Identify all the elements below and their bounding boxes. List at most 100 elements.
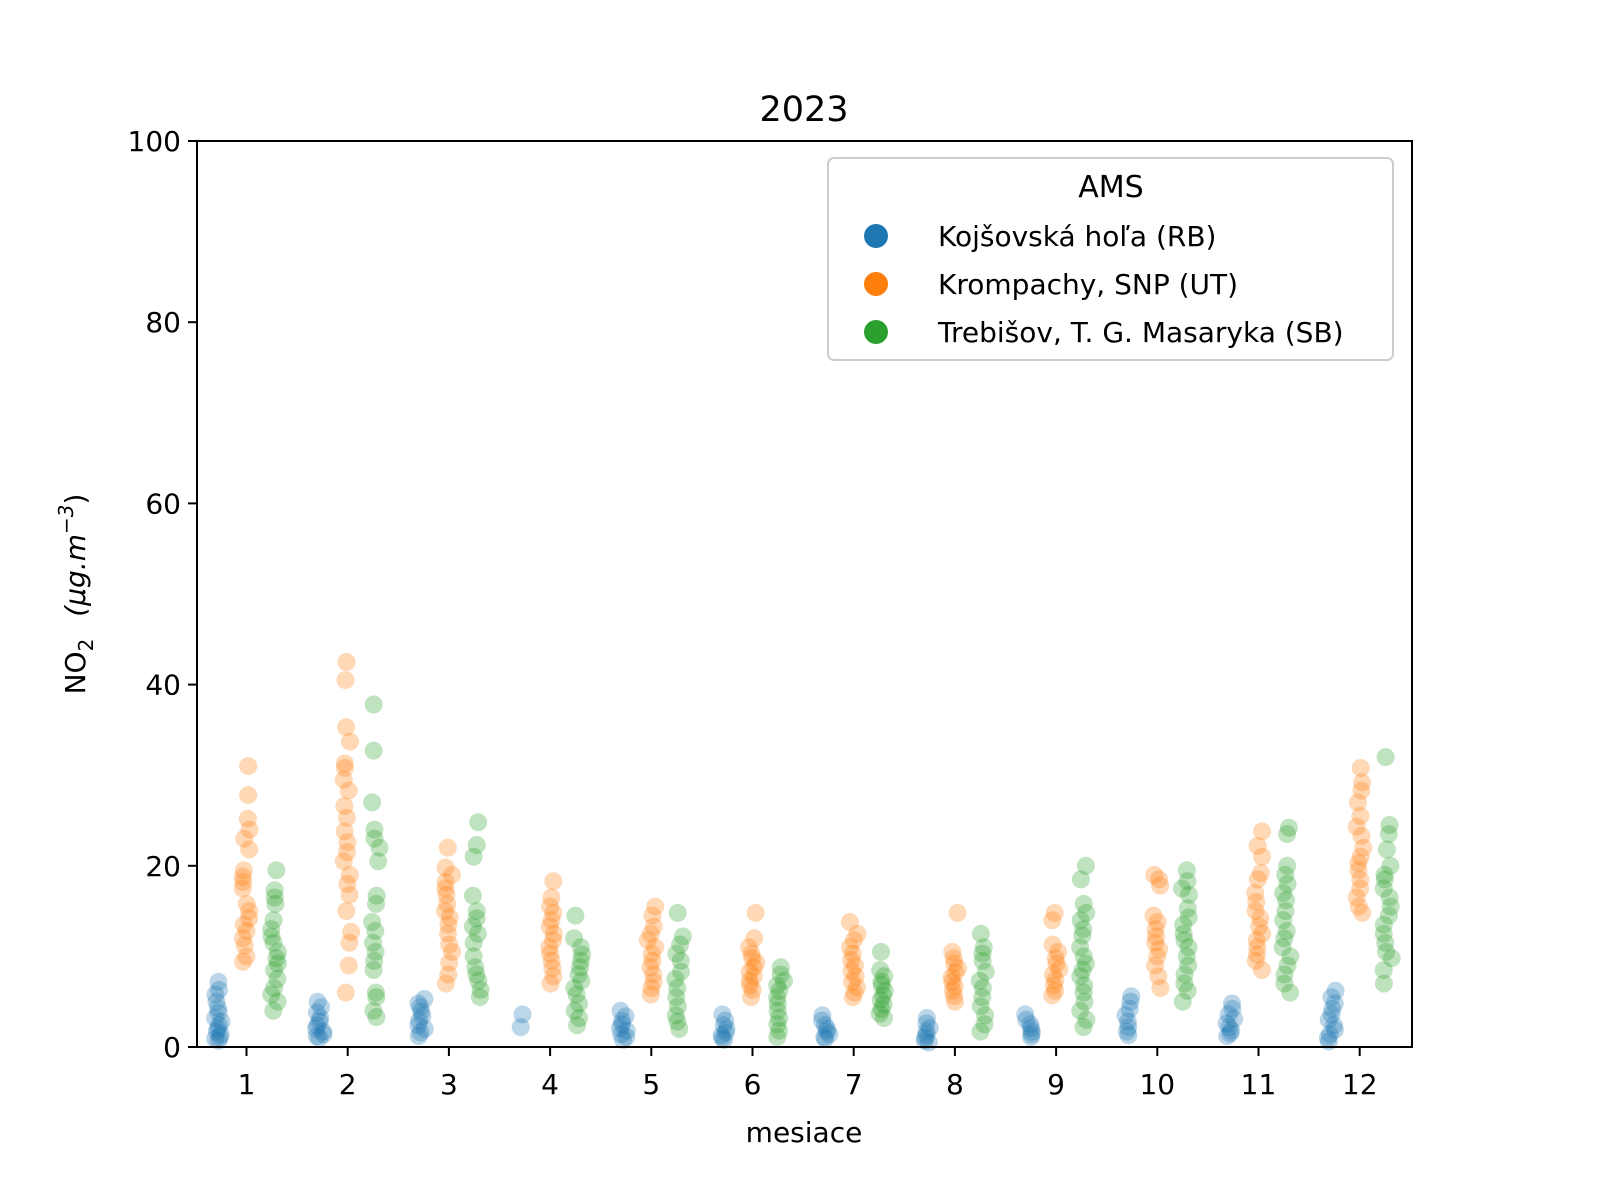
data-point bbox=[262, 927, 281, 946]
data-point bbox=[1278, 874, 1297, 893]
data-point bbox=[338, 833, 357, 852]
data-point bbox=[366, 922, 385, 940]
data-point bbox=[466, 958, 485, 977]
x-tick-label: 4 bbox=[541, 1068, 559, 1101]
data-point bbox=[268, 970, 287, 988]
data-point bbox=[770, 981, 789, 1000]
data-point bbox=[1380, 888, 1399, 907]
data-point bbox=[668, 903, 687, 922]
data-point bbox=[1380, 816, 1399, 834]
data-point bbox=[240, 902, 259, 921]
data-point bbox=[740, 971, 759, 990]
data-point bbox=[209, 1031, 228, 1050]
data-point bbox=[436, 902, 455, 921]
data-point bbox=[467, 909, 486, 928]
data-point bbox=[1146, 956, 1165, 975]
data-point bbox=[712, 1026, 731, 1045]
data-point bbox=[264, 1001, 283, 1020]
data-point bbox=[440, 935, 459, 954]
data-point bbox=[1377, 942, 1396, 961]
data-point bbox=[842, 951, 861, 969]
data-point bbox=[1148, 947, 1167, 966]
data-point bbox=[1253, 847, 1272, 866]
data-point bbox=[843, 988, 862, 1007]
data-point bbox=[846, 956, 864, 975]
data-point bbox=[513, 1005, 532, 1024]
data-point bbox=[1323, 999, 1342, 1018]
data-point bbox=[1351, 847, 1370, 866]
data-point bbox=[464, 933, 483, 952]
data-point bbox=[1145, 865, 1164, 884]
data-point bbox=[1075, 992, 1094, 1011]
data-point bbox=[638, 931, 657, 950]
data-point bbox=[439, 915, 458, 934]
data-point bbox=[1319, 1010, 1338, 1029]
data-point bbox=[570, 994, 588, 1013]
data-point bbox=[337, 902, 356, 921]
data-point bbox=[610, 1019, 629, 1037]
data-point bbox=[948, 903, 967, 922]
data-point bbox=[1121, 992, 1140, 1011]
data-point bbox=[1278, 856, 1297, 875]
data-point bbox=[1178, 899, 1197, 918]
data-point bbox=[713, 1005, 732, 1024]
data-point bbox=[970, 971, 989, 990]
data-point bbox=[915, 1031, 934, 1050]
data-point bbox=[1147, 927, 1166, 946]
data-point bbox=[1381, 897, 1400, 916]
data-point bbox=[1016, 1005, 1035, 1024]
data-point bbox=[240, 909, 259, 928]
y-axis-label: NO2 (μg.m−3) bbox=[54, 494, 98, 695]
data-point bbox=[1077, 1010, 1096, 1029]
data-point bbox=[1173, 992, 1192, 1011]
data-point bbox=[770, 1021, 789, 1040]
data-point bbox=[234, 861, 253, 880]
data-point bbox=[644, 965, 663, 984]
data-point bbox=[716, 1023, 735, 1042]
data-point bbox=[440, 953, 459, 972]
data-point bbox=[268, 954, 287, 973]
data-point bbox=[946, 963, 965, 982]
data-point bbox=[613, 1011, 632, 1030]
data-point bbox=[872, 976, 891, 995]
data-point bbox=[1149, 967, 1168, 986]
data-point bbox=[813, 1006, 832, 1025]
data-point bbox=[566, 906, 585, 925]
data-point bbox=[945, 977, 964, 996]
data-point bbox=[1074, 1018, 1093, 1037]
data-point bbox=[409, 994, 428, 1013]
data-point bbox=[234, 915, 253, 934]
data-point bbox=[367, 988, 386, 1007]
data-point bbox=[1374, 974, 1393, 993]
legend-marker bbox=[864, 320, 888, 344]
data-point bbox=[1374, 915, 1393, 934]
data-point bbox=[571, 958, 590, 977]
data-point bbox=[1118, 1022, 1136, 1041]
data-point bbox=[1251, 909, 1270, 928]
data-point bbox=[1252, 961, 1271, 979]
data-point bbox=[340, 885, 359, 904]
data-point bbox=[314, 1022, 333, 1041]
data-point bbox=[1279, 818, 1298, 837]
data-point bbox=[1320, 1025, 1339, 1044]
data-point bbox=[840, 913, 859, 931]
data-point bbox=[641, 958, 660, 977]
data-point bbox=[973, 944, 992, 963]
data-point bbox=[239, 786, 258, 805]
x-tick-label: 9 bbox=[1047, 1068, 1065, 1101]
data-point bbox=[1022, 1025, 1041, 1044]
data-point bbox=[1248, 938, 1267, 957]
data-point bbox=[565, 1001, 584, 1020]
data-point bbox=[768, 976, 787, 995]
data-point bbox=[469, 813, 488, 832]
data-point bbox=[334, 770, 353, 789]
data-point bbox=[1248, 870, 1267, 889]
x-tick-label: 6 bbox=[744, 1068, 762, 1101]
data-point bbox=[768, 988, 787, 1007]
data-point bbox=[768, 1028, 787, 1046]
data-point bbox=[1374, 961, 1393, 979]
data-point bbox=[945, 987, 964, 1006]
y-axis: 0 20 40 60 80 100 bbox=[128, 125, 197, 1064]
data-point bbox=[206, 1009, 225, 1027]
data-point bbox=[369, 852, 388, 871]
